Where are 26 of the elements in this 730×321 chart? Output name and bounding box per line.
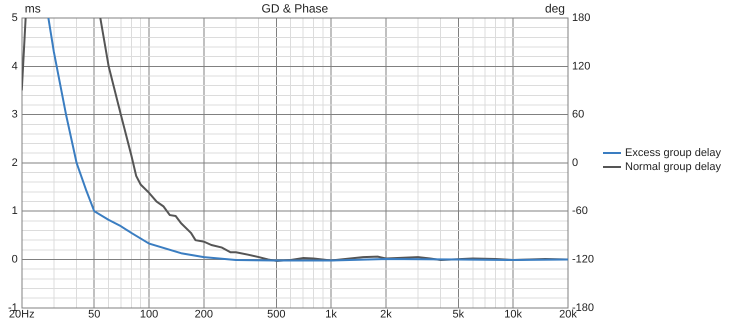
x-tick-label: 50 [88, 308, 100, 320]
x-tick-label: 5k [452, 308, 465, 320]
y2-tick-label: -60 [572, 205, 588, 218]
x-tick-label: 10k [504, 308, 523, 320]
y2-tick-label: 0 [572, 156, 578, 169]
y-tick-label: 1 [12, 205, 18, 218]
y2-axis-title: deg [544, 1, 565, 16]
y2-tick-label: 180 [572, 12, 590, 24]
y-tick-label: 3 [12, 108, 18, 121]
legend-label: Normal group delay [625, 161, 721, 173]
y-tick-label: 5 [12, 12, 18, 24]
x-tick-label: 2k [380, 308, 392, 320]
y2-tick-label: -120 [572, 254, 594, 266]
chart-title: GD & Phase [262, 1, 329, 16]
y-tick-label: 2 [12, 156, 18, 169]
y-axis-title: ms [24, 1, 41, 16]
y2-tick-label: 60 [572, 108, 584, 121]
x-tick-label: 200 [194, 308, 214, 320]
x-tick-label: 100 [140, 308, 158, 320]
y2-tick-label: 120 [572, 60, 590, 72]
x-tick-label: 20Hz [8, 308, 35, 320]
legend-label: Excess group delay [625, 147, 721, 159]
x-tick-label: 1k [325, 308, 338, 320]
y-tick-label: 4 [12, 60, 18, 72]
y-tick-label: 0 [12, 254, 18, 266]
x-tick-label: 500 [267, 308, 286, 320]
